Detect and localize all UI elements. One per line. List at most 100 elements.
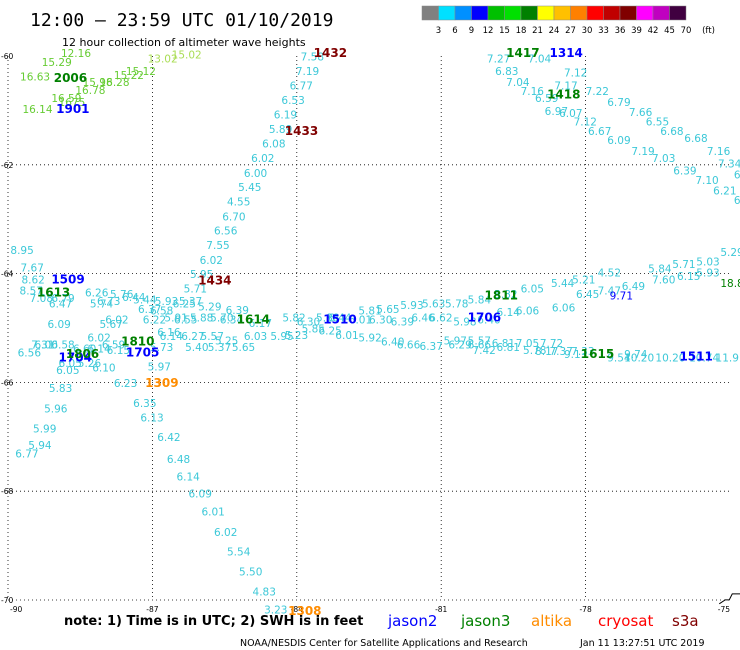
wave-height-label: 6.66: [397, 340, 421, 352]
wave-height-label: 9.54: [607, 353, 631, 365]
footer-timestamp: Jan 11 13:27:51 UTC 2019: [579, 638, 705, 649]
y-tick-label: -60: [1, 52, 13, 61]
wave-height-label: 5.40: [185, 342, 208, 354]
wave-height-label: 6.44: [328, 312, 352, 324]
wave-height-label: 6.29: [448, 340, 471, 352]
pass-time-label: 1705: [126, 345, 159, 359]
wave-height-label: 6.81: [492, 338, 515, 350]
scale-swatch: [520, 5, 538, 21]
wave-height-label: 13.02: [148, 54, 178, 66]
wave-height-label: 6.79: [607, 97, 630, 109]
wave-height-label: 5.63: [422, 298, 445, 310]
pass-time-label: 1432: [314, 46, 347, 60]
chart-title: 12:00 — 23:59 UTC 01/10/2019: [30, 10, 333, 31]
chart-subtitle: 12 hour collection of altimeter wave hei…: [62, 36, 306, 49]
wave-height-label: 6.40: [477, 315, 500, 327]
wave-height-label: 15.12: [126, 66, 156, 78]
wave-height-label: 5.92: [358, 333, 381, 345]
wave-height-label: 7.67: [21, 262, 44, 274]
wave-height-label: 5.82: [282, 312, 305, 324]
wave-height-label: 6.73: [97, 296, 120, 308]
pass-time-label: 1309: [145, 376, 178, 390]
wave-height-label: 6.55: [646, 117, 669, 129]
wave-height-label: 7.16: [707, 146, 731, 158]
wave-height-label: 15.02: [172, 50, 202, 62]
wave-height-label: 6.66: [468, 340, 492, 352]
scale-swatch: [537, 5, 555, 21]
scale-swatch: [570, 5, 588, 21]
wave-height-label: 7.17: [554, 81, 577, 93]
wave-height-label: 7.31: [31, 340, 54, 352]
wave-height-label: 5.78: [445, 298, 468, 310]
scale-tick-label: 30: [582, 26, 593, 36]
wave-height-label: 5.45: [238, 182, 261, 194]
scale-swatch: [669, 5, 687, 21]
wave-height-label: 6.21: [713, 186, 736, 198]
wave-height-label: 6.02: [214, 527, 237, 539]
pass-time-label: 1614: [237, 313, 270, 327]
wave-height-label: 5.73: [150, 342, 173, 354]
wave-height-label: 6.58: [150, 305, 173, 317]
wave-height-label: 7.34: [718, 159, 740, 171]
wave-height-label: 6.19: [274, 110, 297, 122]
wave-height-label: 6.15: [677, 271, 700, 283]
wave-height-label: 6.01: [349, 315, 372, 327]
legend-item-jason2: jason2: [387, 612, 437, 630]
pass-time-label: 1418: [547, 87, 580, 101]
wave-height-label: 5.70: [210, 312, 233, 324]
scale-tick-label: 33: [598, 26, 609, 36]
wave-height-label: 6.09: [607, 135, 630, 147]
wave-height-label: 5.29: [720, 247, 740, 259]
wave-height-label: 6.59: [535, 93, 558, 105]
wave-height-label: 6.26: [85, 287, 109, 299]
color-scale-bar: 3 6 9 12 15 18 21 24 27 30 33 36 39 42 45 70 (ft): [421, 5, 715, 36]
wave-height-label: 5.65: [376, 304, 399, 316]
wave-height-label: 16.78: [75, 85, 105, 97]
wave-height-label: 7.27: [487, 54, 510, 66]
wave-height-label: 6.17: [249, 318, 272, 330]
coastline-path: [718, 593, 740, 605]
wave-height-label: 5.71: [672, 259, 695, 271]
wave-height-label: 8.62: [21, 274, 44, 286]
scale-tick-label: 18: [516, 26, 527, 36]
wave-height-label: 5.71: [184, 284, 207, 296]
wave-height-label: 6.55: [174, 315, 197, 327]
pass-time-label: 1433: [285, 124, 318, 138]
wave-height-label: 16.59: [51, 93, 81, 105]
wave-height-label: 6.25: [173, 298, 196, 310]
pass-time-label: 1901: [56, 102, 89, 116]
chart-footer: note: 1) Time is in UTC; 2) SWH is in fe…: [64, 612, 705, 649]
wave-height-label: 5.95: [190, 269, 213, 281]
wave-height-label: 6.06: [516, 305, 540, 317]
wave-height-label: 6.01: [201, 507, 224, 519]
wave-height-label: 5.84: [648, 264, 672, 276]
wave-height-label: 12.16: [61, 48, 91, 60]
wave-height-label: 6.00: [34, 340, 57, 352]
scale-tick-label: 39: [631, 26, 642, 36]
wave-height-label: 6.67: [588, 126, 611, 138]
wave-height-label: 5.88: [316, 312, 339, 324]
x-tick-label: -87: [146, 605, 158, 614]
wave-height-label: 7.33: [571, 346, 594, 358]
wave-height-label: 5.88: [190, 312, 213, 324]
scale-tick-label: 45: [664, 26, 675, 36]
wave-height-label: 3.23: [264, 605, 287, 617]
wave-height-label: 5.95: [270, 331, 293, 343]
wave-height-label: 6.14: [176, 471, 200, 483]
wave-height-label: 7.37: [550, 346, 573, 358]
wave-height-label: 5.91: [164, 312, 187, 324]
wave-height-label: 5.57: [201, 331, 224, 343]
scale-tick-label: 15: [499, 26, 510, 36]
wave-height-label: 6.16: [157, 327, 181, 339]
wave-height-label: 6.02: [200, 255, 223, 267]
wave-height-label: 6.13: [140, 413, 163, 425]
pass-time-label: 2006: [54, 71, 87, 85]
legend-item-cryosat: cryosat: [598, 612, 653, 630]
wave-height-label: 6.70: [222, 211, 245, 223]
wave-height-label: 5.67: [99, 319, 122, 331]
wave-height-label: 5.94: [28, 440, 52, 452]
wave-height-label: 5.84: [468, 295, 492, 307]
wave-height-label: 5.23: [285, 330, 308, 342]
wave-height-label: 6.10: [92, 363, 115, 375]
